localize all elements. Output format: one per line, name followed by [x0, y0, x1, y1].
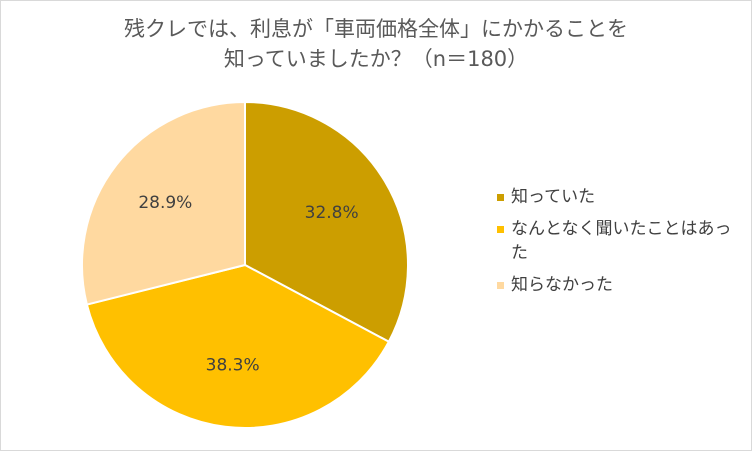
- pie-slice-knew: [244, 100, 409, 344]
- chart-legend: 知っていた なんとなく聞いたことはあった 知らなかった: [497, 185, 742, 305]
- legend-label-heard-vaguely: なんとなく聞いたことはあった: [511, 219, 732, 263]
- legend-item-knew: 知っていた: [497, 185, 742, 209]
- data-label-heard-vaguely: 38.3%: [206, 355, 260, 375]
- legend-item-heard-vaguely: なんとなく聞いたことはあった: [497, 217, 742, 265]
- legend-label-did-not-know: 知らなかった: [511, 275, 613, 295]
- chart-title-line-1: 残クレでは、利息が「車両価格全体」にかかることを: [124, 17, 628, 41]
- legend-label-knew: 知っていた: [511, 187, 596, 207]
- legend-swatch-knew: [497, 194, 504, 201]
- data-label-did-not-know: 28.9%: [138, 193, 192, 213]
- legend-swatch-did-not-know: [497, 282, 504, 289]
- chart-title: 残クレでは、利息が「車両価格全体」にかかることを 知っていましたか？（n＝180…: [0, 14, 752, 74]
- chart-title-line-2: 知っていましたか？（n＝180）: [223, 47, 529, 71]
- legend-item-did-not-know: 知らなかった: [497, 273, 742, 297]
- pie-slice-did-not-know: [81, 100, 246, 306]
- data-label-knew: 32.8%: [305, 203, 359, 223]
- pie-slice-heard-vaguely: [85, 263, 391, 429]
- legend-swatch-heard-vaguely: [497, 226, 504, 233]
